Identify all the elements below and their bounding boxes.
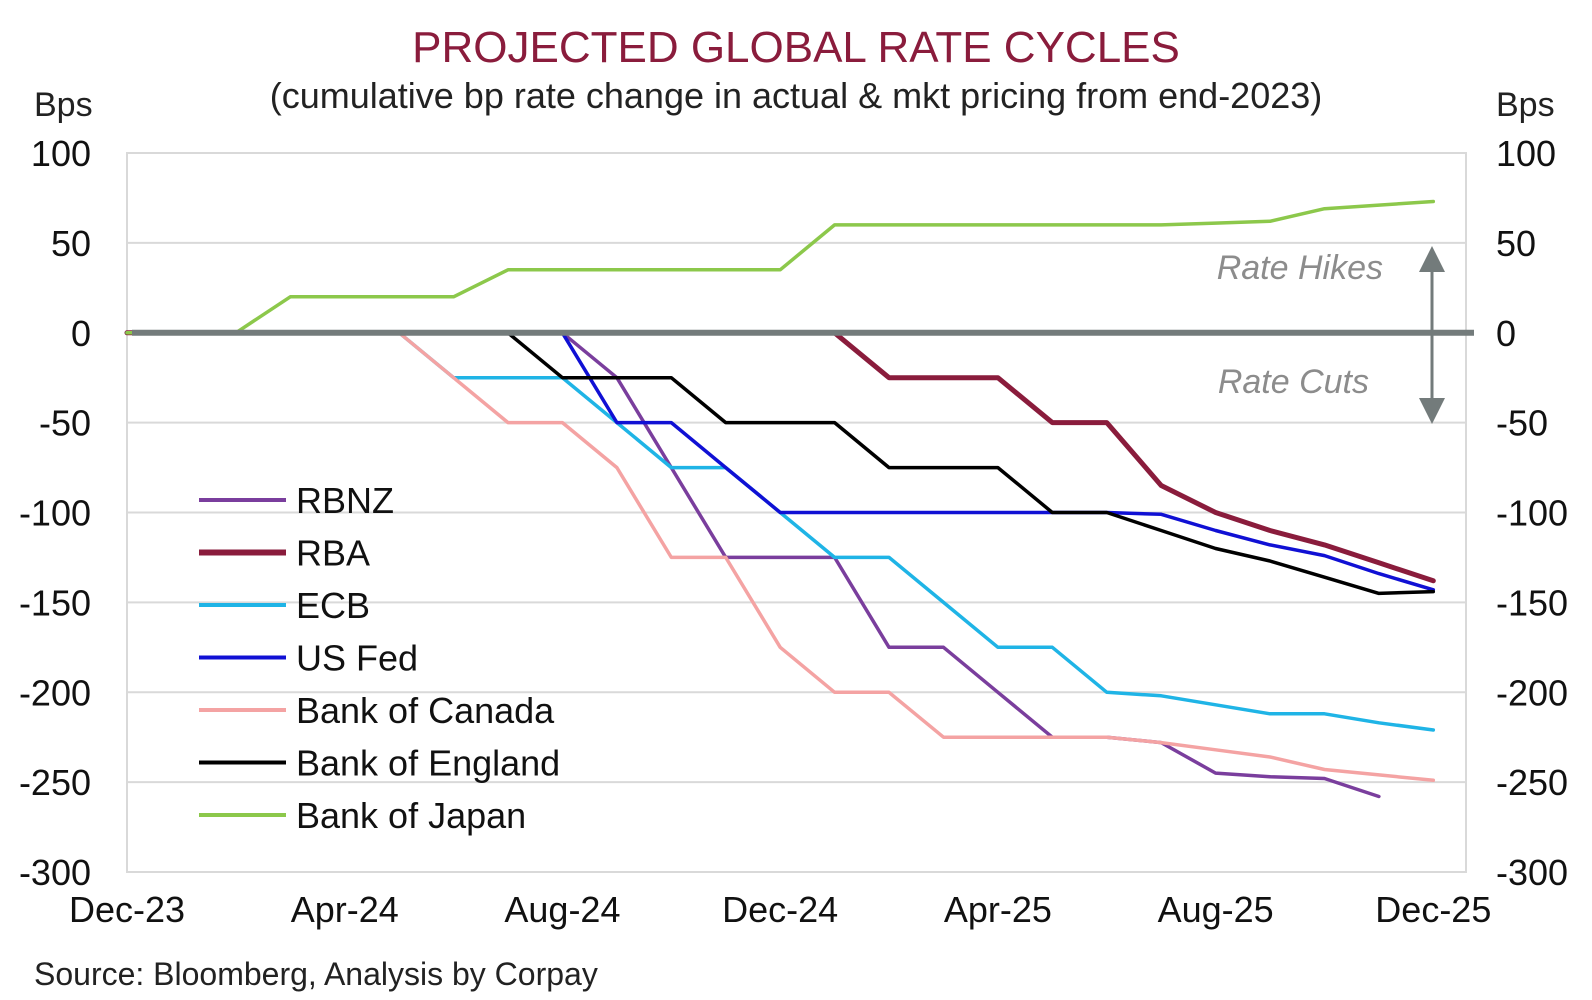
y-tick-label-left: 0 xyxy=(71,313,91,354)
source-note: Source: Bloomberg, Analysis by Corpay xyxy=(34,956,598,992)
y-tick-label-right: 50 xyxy=(1496,223,1536,264)
series-line-bank-of-canada xyxy=(125,331,1436,783)
x-tick-label: Dec-24 xyxy=(722,889,838,930)
legend-label-ecb: ECB xyxy=(296,585,370,626)
legend-label-bank-of-japan: Bank of Japan xyxy=(296,795,526,836)
y-tick-label-right: 0 xyxy=(1496,313,1516,354)
y-tick-label-left: -100 xyxy=(19,493,91,534)
chart-title: PROJECTED GLOBAL RATE CYCLES xyxy=(412,23,1180,72)
y-tick-label-left: -200 xyxy=(19,672,91,713)
y-tick-label-left: -150 xyxy=(19,582,91,623)
y-tick-label-left: -50 xyxy=(39,403,91,444)
x-axis: Dec-23 Apr-24 Aug-24 Dec-24 Apr-25 Aug-25 Dec-… xyxy=(69,889,1491,930)
y-tick-label-left: 100 xyxy=(31,133,91,174)
x-tick-label: Dec-25 xyxy=(1375,889,1491,930)
series-line-bank-of-england xyxy=(125,331,1436,596)
y-tick-label-right: -250 xyxy=(1496,762,1568,803)
legend-label-rbnz: RBNZ xyxy=(296,480,394,521)
series-line-us-fed xyxy=(125,331,1436,592)
series-line-ecb xyxy=(125,331,1436,732)
x-tick-label: Aug-24 xyxy=(504,889,620,930)
y-tick-label-right: -50 xyxy=(1496,403,1548,444)
series-line-bank-of-japan xyxy=(125,199,1436,335)
x-tick-label: Aug-25 xyxy=(1158,889,1274,930)
y-tick-label-right: 100 xyxy=(1496,133,1556,174)
arrow-down-icon xyxy=(1419,398,1445,424)
gridlines xyxy=(127,152,1466,873)
y-tick-label-right: -300 xyxy=(1496,852,1568,893)
legend-label-us-fed: US Fed xyxy=(296,638,418,679)
x-tick-label: Apr-24 xyxy=(291,889,399,930)
x-tick-label: Dec-23 xyxy=(69,889,185,930)
y-axis-title-left: Bps xyxy=(34,86,93,124)
y-tick-label-right: -150 xyxy=(1496,582,1568,623)
y-axis-title-right: Bps xyxy=(1496,86,1555,124)
y-axis-right: 100 50 0 -50 -100 -150 -200 -250 -300 xyxy=(1496,133,1568,893)
x-tick-label: Apr-25 xyxy=(944,889,1052,930)
legend-label-bank-of-canada: Bank of Canada xyxy=(296,690,555,731)
series-line-rba xyxy=(124,330,1436,584)
rate-direction-annotation: Rate Hikes Rate Cuts xyxy=(1217,246,1445,424)
legend-label-bank-of-england: Bank of England xyxy=(296,743,560,784)
y-tick-label-right: -200 xyxy=(1496,672,1568,713)
legend-label-rba: RBA xyxy=(296,533,370,574)
rate-hikes-label: Rate Hikes xyxy=(1217,249,1383,287)
series-lines xyxy=(124,199,1436,799)
y-tick-label-left: -300 xyxy=(19,852,91,893)
rate-cuts-label: Rate Cuts xyxy=(1218,363,1369,401)
y-axis-left: 100 50 0 -50 -100 -150 -200 -250 -300 xyxy=(19,133,91,893)
legend: RBNZ RBA ECB US Fed Bank of Canada Bank of En… xyxy=(199,480,560,836)
series-line-rbnz xyxy=(125,331,1381,799)
chart-subtitle: (cumulative bp rate change in actual & m… xyxy=(270,75,1323,116)
y-tick-label-right: -100 xyxy=(1496,493,1568,534)
y-tick-label-left: -250 xyxy=(19,762,91,803)
arrow-up-icon xyxy=(1419,246,1445,272)
y-tick-label-left: 50 xyxy=(51,223,91,264)
